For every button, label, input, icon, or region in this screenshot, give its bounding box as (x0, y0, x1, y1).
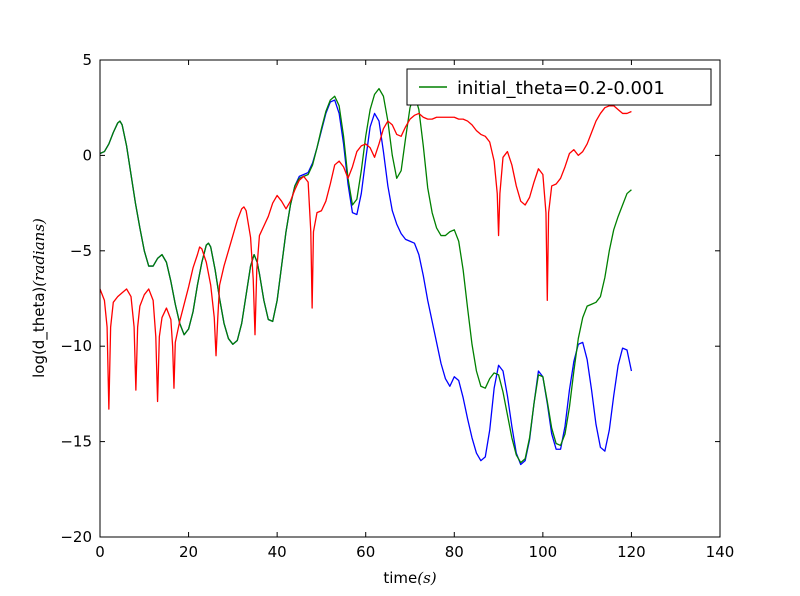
series-line-2 (99, 105, 632, 410)
y-tick-label: 5 (82, 51, 92, 69)
series-line-1 (99, 87, 632, 464)
y-tick-label: −20 (60, 528, 92, 546)
y-axis-label-text: log(d_theta) (30, 287, 49, 378)
y-tick-label: −15 (60, 433, 92, 451)
x-tick-label: 100 (529, 543, 558, 561)
legend-box (406, 68, 712, 106)
x-axis-label-text: time (383, 569, 417, 587)
x-tick-label: 60 (356, 543, 375, 561)
x-tick-label: 120 (617, 543, 646, 561)
x-tick-label: 0 (95, 543, 105, 561)
x-axis-label-unit: (s) (417, 569, 437, 587)
x-tick-label: 140 (706, 543, 735, 561)
y-axis-label: log(d_theta)(radians) (30, 218, 49, 378)
series-layer (99, 87, 633, 466)
x-tick-label: 40 (268, 543, 287, 561)
plot-frame (99, 59, 721, 538)
y-tick-label: −10 (60, 337, 92, 355)
legend-entry-label: initial_theta=0.2-0.001 (457, 78, 665, 99)
legend: initial_theta=0.2-0.001 (406, 68, 712, 106)
x-tick-label: 80 (445, 543, 464, 561)
y-axis-label-unit: (radians) (30, 218, 48, 287)
y-tick-label: 0 (82, 146, 92, 164)
x-axis-label: time(s) (383, 569, 436, 587)
x-tick-label: 20 (179, 543, 198, 561)
y-tick-label: −5 (70, 242, 92, 260)
ticks-layer: 0 20 40 60 80 100 120 140 5 0 −5 −10 −15 −20 (60, 51, 734, 561)
